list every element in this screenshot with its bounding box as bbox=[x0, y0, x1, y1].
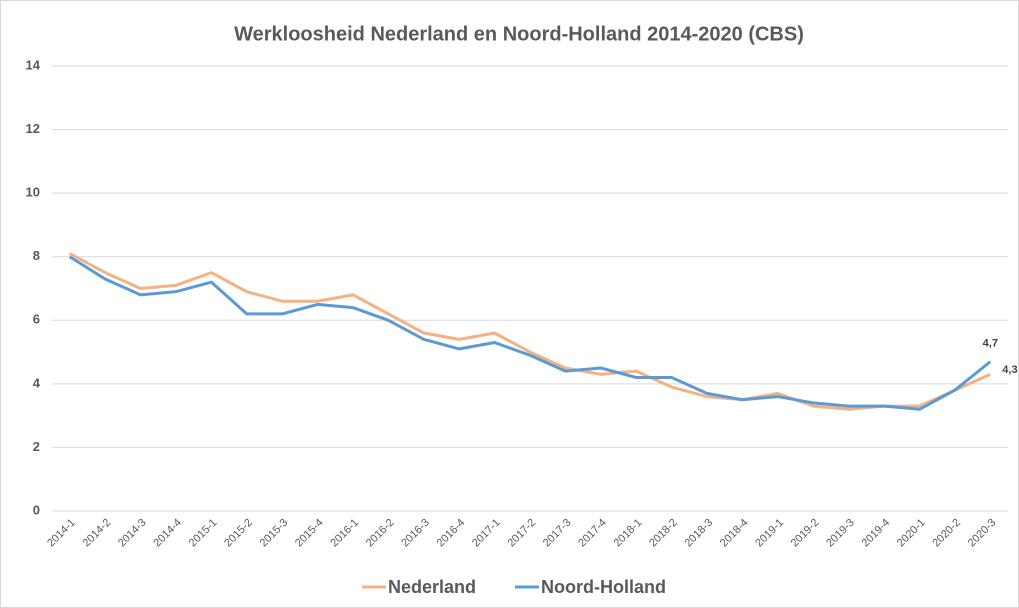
y-tick-label: 10 bbox=[26, 185, 40, 200]
legend-label: Noord-Holland bbox=[541, 577, 666, 597]
y-tick-label: 12 bbox=[26, 121, 40, 136]
data-label: 4,3 bbox=[1002, 364, 1017, 376]
y-tick-label: 6 bbox=[33, 312, 40, 327]
y-tick-label: 0 bbox=[33, 502, 40, 517]
chart-title: Werkloosheid Nederland en Noord-Holland … bbox=[234, 23, 804, 45]
series-line bbox=[68, 255, 992, 411]
y-tick-label: 14 bbox=[26, 57, 41, 72]
y-tick-label: 8 bbox=[33, 248, 40, 263]
y-tick-label: 4 bbox=[33, 375, 41, 390]
series-line bbox=[68, 252, 991, 411]
data-label: 4,7 bbox=[983, 338, 998, 350]
legend-label: Nederland bbox=[388, 577, 476, 597]
y-tick-label: 2 bbox=[33, 439, 40, 454]
